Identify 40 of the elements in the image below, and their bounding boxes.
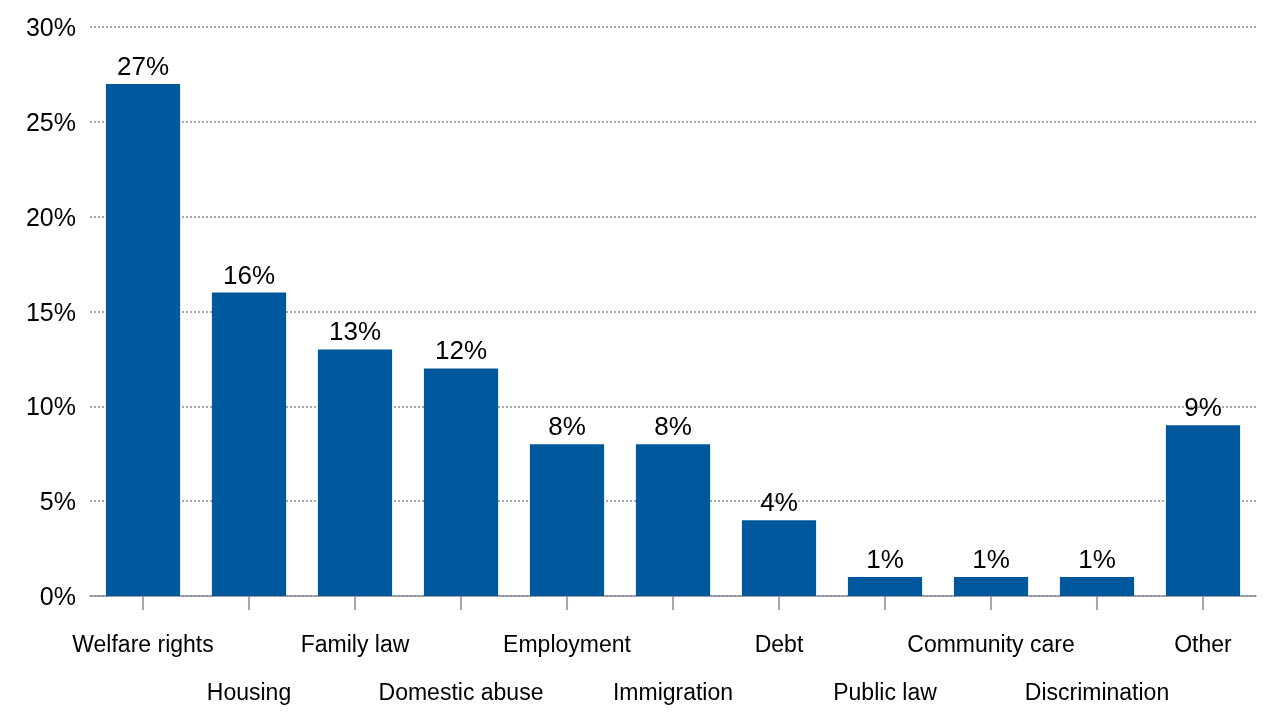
x-tick-label: Immigration bbox=[612, 679, 734, 705]
x-tick-label: Welfare rights bbox=[72, 631, 214, 657]
y-tick-label: 15% bbox=[25, 297, 76, 326]
y-tick-label: 30% bbox=[25, 13, 76, 41]
data-label: 13% bbox=[328, 316, 382, 347]
bar bbox=[423, 368, 499, 596]
x-tick-label: Discrimination bbox=[1024, 679, 1170, 705]
bar bbox=[529, 444, 605, 596]
x-tick-label: Public law bbox=[833, 679, 938, 705]
data-label: 1% bbox=[866, 544, 904, 575]
y-tick-label: 0% bbox=[39, 582, 76, 610]
data-label: 12% bbox=[434, 335, 488, 366]
y-tick-label: 5% bbox=[39, 487, 76, 516]
data-label: 8% bbox=[548, 411, 586, 442]
data-label: 27% bbox=[116, 50, 170, 81]
data-label: 8% bbox=[654, 411, 692, 442]
x-tick-label: Other bbox=[1174, 631, 1233, 657]
data-label: 1% bbox=[972, 544, 1010, 575]
bar bbox=[1059, 577, 1135, 596]
y-tick-label: 20% bbox=[25, 202, 76, 231]
data-label: 4% bbox=[760, 487, 798, 518]
x-tick-label: Domestic abuse bbox=[378, 679, 544, 705]
y-tick-label: 10% bbox=[25, 392, 76, 421]
bar bbox=[317, 349, 393, 596]
bar bbox=[953, 577, 1029, 596]
x-tick-label: Family law bbox=[300, 631, 410, 657]
data-label: 1% bbox=[1078, 544, 1116, 575]
bar bbox=[847, 577, 923, 596]
bar bbox=[105, 83, 181, 596]
y-tick-label: 25% bbox=[25, 107, 76, 136]
x-tick-label: Employment bbox=[503, 631, 632, 657]
bar bbox=[741, 520, 817, 596]
bar bbox=[635, 444, 711, 596]
bar bbox=[211, 292, 287, 596]
data-label: 16% bbox=[222, 259, 276, 290]
x-tick-label: Housing bbox=[206, 679, 292, 705]
x-tick-label: Debt bbox=[754, 631, 804, 657]
x-tick-label: Community care bbox=[907, 631, 1075, 657]
data-label: 9% bbox=[1184, 392, 1222, 423]
bar bbox=[1165, 425, 1241, 596]
